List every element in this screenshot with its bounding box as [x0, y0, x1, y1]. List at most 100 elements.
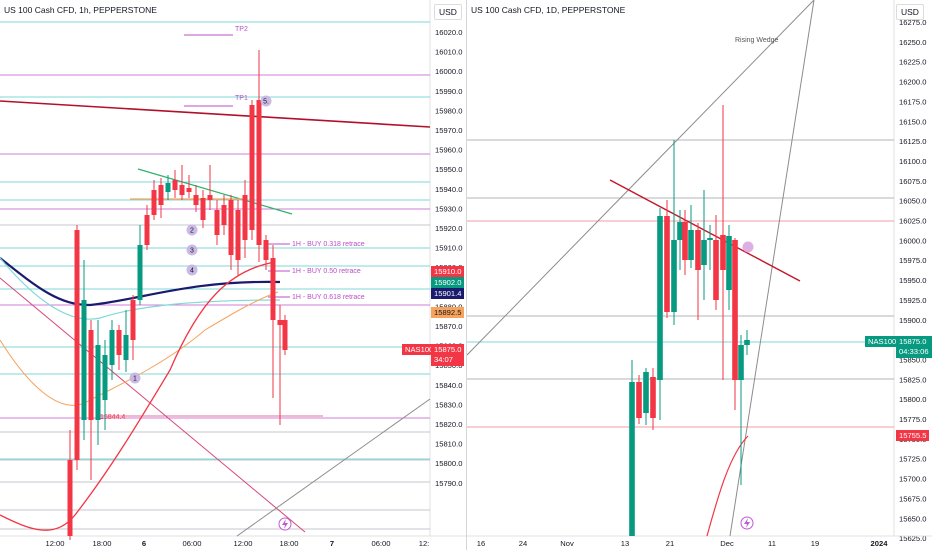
chart-pane-1d[interactable]: 16275.0 16250.0 16225.0 16200.0 16175.0 16150…: [467, 0, 932, 550]
time-tick-label: 12:00: [233, 539, 252, 548]
candle-body: [130, 300, 136, 340]
time-tick-label: 06:00: [371, 539, 390, 548]
point-marker: [260, 95, 272, 107]
trend-line: [137, 168, 293, 215]
moving-average: [0, 291, 279, 406]
point-marker: [742, 241, 754, 253]
price-tick-label: 16200.0: [899, 78, 926, 87]
price-tick-label: 15950.0: [435, 165, 462, 174]
wedge-line: [467, 0, 815, 356]
candle-body: [277, 320, 283, 325]
candle-body: [186, 188, 192, 192]
trend-line: [236, 398, 431, 537]
price-tick-label: 15820.0: [435, 420, 462, 429]
candle-body: [242, 195, 248, 240]
price-tick-label: 15800.0: [435, 459, 462, 468]
candle-body: [677, 222, 683, 240]
price-tick-label: 16100.0: [899, 157, 926, 166]
candle-body: [200, 198, 206, 220]
candle-body: [720, 235, 726, 270]
candle-body: [235, 210, 241, 260]
chart-title: US 100 Cash CFD, 1h, PEPPERSTONE: [4, 5, 157, 15]
candle-body: [109, 330, 115, 365]
chart-pane-1h[interactable]: 16020.0 16010.0 16000.0 15990.0 15980.0 15970…: [0, 0, 466, 550]
candle-body: [207, 195, 213, 200]
price-tick-label: 15920.0: [435, 224, 462, 233]
price-tick-label: 16225.0: [899, 58, 926, 67]
time-tick-label: Dec: [720, 539, 734, 548]
price-tick-label: 15725.0: [899, 455, 926, 464]
candle-body: [688, 230, 694, 260]
price-tick-label: 15830.0: [435, 400, 462, 409]
price-tick-label: 16025.0: [899, 217, 926, 226]
currency-selector[interactable]: USD: [896, 4, 924, 20]
candle-body: [116, 330, 122, 355]
price-tick-label: 16075.0: [899, 177, 926, 186]
price-tick-label: 15880.0: [435, 302, 462, 311]
price-tick-label: 16175.0: [899, 97, 926, 106]
candle-body: [193, 195, 199, 205]
point-marker-label: 5.: [263, 99, 269, 106]
price-tick-label: 15870.0: [435, 322, 462, 331]
trend-line: [609, 179, 801, 282]
price-tick-label: 15800.0: [899, 395, 926, 404]
point-marker-label: 4: [190, 268, 194, 275]
candle-body: [636, 382, 642, 418]
price-tick-label: 15900.0: [899, 316, 926, 325]
price-tick-label: 15810.0: [435, 440, 462, 449]
price-tick-label: 16250.0: [899, 38, 926, 47]
chart-canvas-1h[interactable]: 16020.0 16010.0 16000.0 15990.0 15980.0 15970…: [0, 0, 466, 550]
point-marker: [129, 372, 141, 384]
tp1-label: TP1: [235, 95, 248, 102]
candle-body: [263, 240, 269, 260]
price-tick-label: 15960.0: [435, 146, 462, 155]
candle-body: [214, 210, 220, 235]
candle-body: [629, 382, 635, 536]
lightning-icon: [744, 518, 750, 528]
candle-body: [144, 215, 150, 245]
candle-body: [74, 230, 80, 460]
point-marker-label: 1: [133, 376, 137, 383]
candle-body: [701, 240, 707, 265]
time-tick-label: 7: [330, 539, 334, 548]
time-tick-label: 16: [477, 539, 485, 548]
time-tick-label: 12:00: [45, 539, 64, 548]
candle-body: [738, 345, 744, 380]
price-tick-label: 15700.0: [899, 475, 926, 484]
price-tick-label: 15840.0: [435, 381, 462, 390]
time-tick-label: 13: [621, 539, 629, 548]
point-marker: [186, 264, 198, 276]
bar-countdown: 34:07: [434, 355, 454, 364]
moving-average: [0, 261, 276, 531]
candle-body: [88, 330, 94, 420]
pane-divider[interactable]: [466, 0, 467, 550]
candle-body: [643, 372, 649, 413]
candle-body: [151, 190, 157, 215]
wedge-label: Rising Wedge: [735, 37, 779, 44]
lightning-icon: [282, 519, 288, 529]
retrace-label: 1H - BUY 0.618 retrace: [292, 294, 365, 301]
point-marker: [186, 244, 198, 256]
time-tick-label: 18:00: [92, 539, 111, 548]
candle-body: [102, 355, 108, 400]
candle-body: [657, 216, 663, 380]
price-tick-label: 15675.0: [899, 494, 926, 503]
retrace-label: 1H - BUY 0.50 retrace: [292, 268, 361, 275]
price-tick-label: 15940.0: [435, 185, 462, 194]
chart-canvas-1d[interactable]: 16275.0 16250.0 16225.0 16200.0 16175.0 16150…: [467, 0, 932, 550]
price-tick-label: 16020.0: [435, 28, 462, 37]
price-tick-label: 16125.0: [899, 137, 926, 146]
time-tick-label: 24: [519, 539, 527, 548]
time-tick-label: 06:00: [182, 539, 201, 548]
symbol-badge: NAS100: [402, 344, 437, 355]
chart-title: US 100 Cash CFD, 1D, PEPPERSTONE: [471, 5, 626, 15]
candle-body: [282, 320, 288, 350]
price-tick-label: 15925.0: [899, 296, 926, 305]
candle-body: [270, 258, 276, 320]
candle-body: [137, 245, 143, 300]
symbol-badge: NAS100: [865, 336, 900, 347]
candle-body: [221, 205, 227, 225]
trend-line: [0, 100, 431, 128]
price-tick-label: 15775.0: [899, 415, 926, 424]
currency-selector[interactable]: USD: [434, 4, 462, 20]
